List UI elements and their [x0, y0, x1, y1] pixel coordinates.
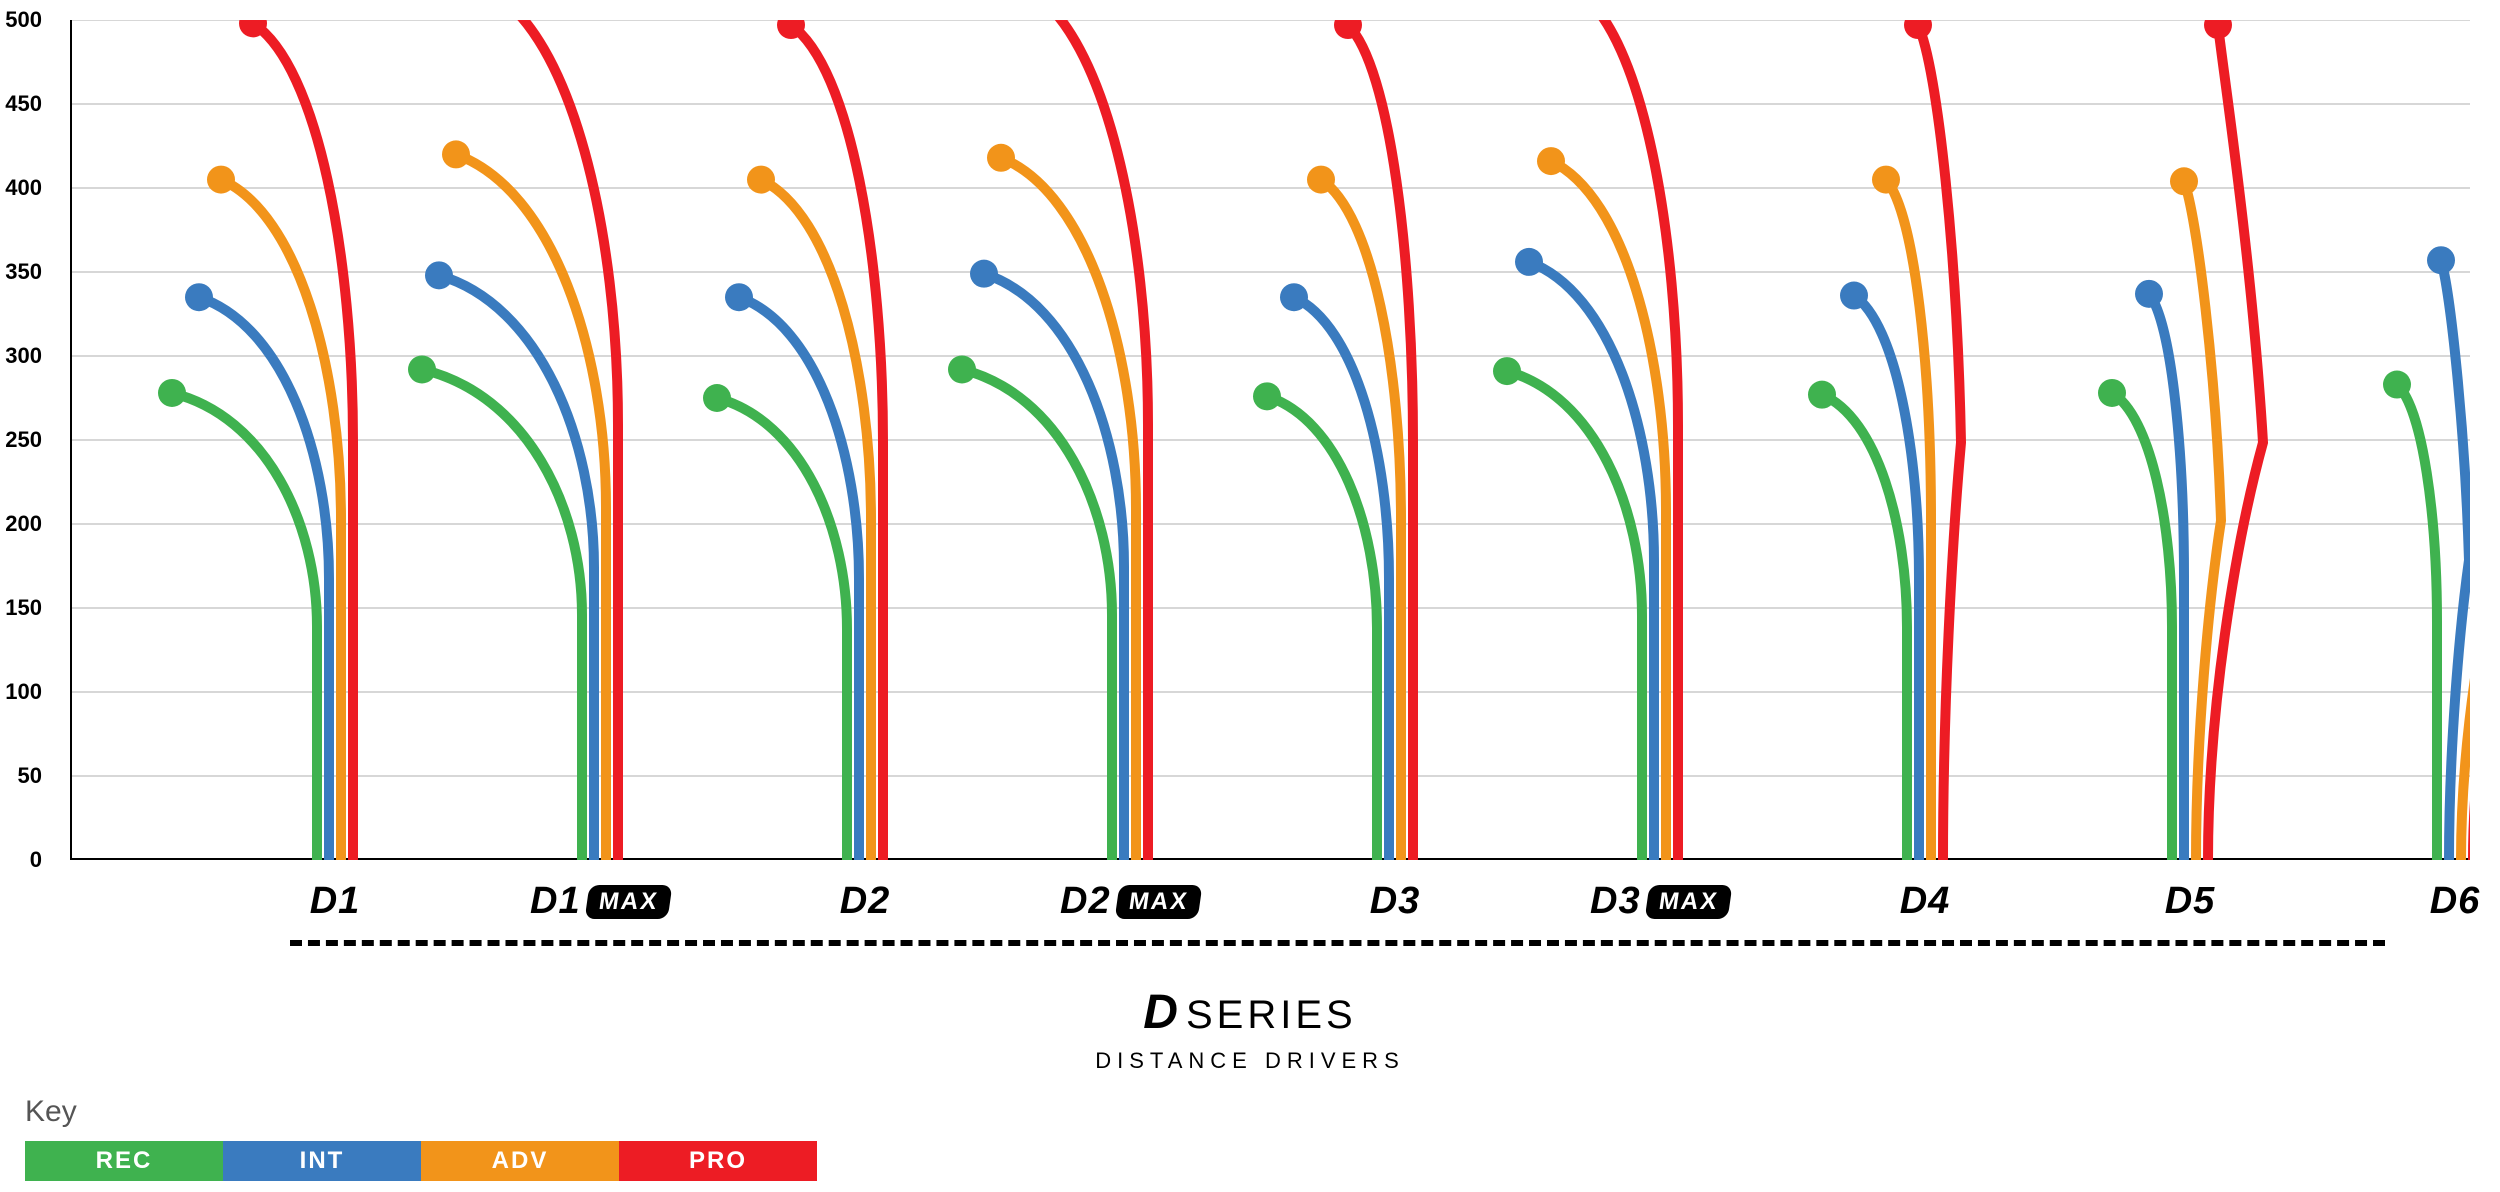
flight-end-marker-D4-REC	[1808, 381, 1836, 409]
flight-path-D3MAX-REC	[1507, 371, 1642, 860]
group-label-text: D1	[310, 880, 361, 923]
flight-end-marker-D3MAX-INT	[1515, 248, 1543, 276]
flight-path-D1MAX-REC	[422, 369, 582, 860]
y-tick-label: 150	[5, 595, 42, 621]
flight-end-marker-D2MAX-INT	[970, 260, 998, 288]
y-tick-label: 400	[5, 175, 42, 201]
legend-seg-REC: REC	[25, 1141, 223, 1181]
max-badge: MAX	[1644, 885, 1732, 919]
series-title-block: DSERIES DISTANCE DRIVERS	[0, 985, 2500, 1074]
y-tick-label: 50	[18, 763, 42, 789]
flight-end-marker-D6-REC	[2383, 371, 2411, 399]
y-tick-label: 450	[5, 91, 42, 117]
flight-end-marker-D1MAX-INT	[425, 261, 453, 289]
flight-end-marker-D1-ADV	[207, 166, 235, 194]
flight-path-D4-REC	[1822, 395, 1907, 860]
legend-seg-INT: INT	[223, 1141, 421, 1181]
legend-row: RECINTADVPRO	[25, 1141, 817, 1181]
flight-end-marker-D4-ADV	[1872, 166, 1900, 194]
flight-path-D1-REC	[172, 393, 317, 860]
group-label-text: D3	[1370, 880, 1421, 923]
group-label-text: D2	[840, 880, 891, 923]
group-label-D2: D2	[840, 880, 891, 923]
group-label-text: D2	[1060, 880, 1111, 923]
legend-block: Key RECINTADVPRO	[25, 1095, 817, 1181]
max-badge: MAX	[1114, 885, 1202, 919]
chart-container: 050100150200250300350400450500 D1D1MAXD2…	[0, 0, 2500, 1192]
legend-seg-ADV: ADV	[421, 1141, 619, 1181]
series-title-prefix: D	[1143, 986, 1180, 1039]
series-subtitle: DISTANCE DRIVERS	[0, 1048, 2500, 1074]
max-badge: MAX	[584, 885, 672, 919]
flight-end-marker-D1MAX-REC	[408, 355, 436, 383]
group-label-D4: D4	[1900, 880, 1951, 923]
flight-path-D2MAX-INT	[984, 274, 1124, 860]
flight-end-marker-D2-ADV	[747, 166, 775, 194]
flight-end-marker-D1-REC	[158, 379, 186, 407]
group-label-D3MAX: D3MAX	[1590, 880, 1730, 923]
flight-end-marker-D4-INT	[1840, 282, 1868, 310]
group-label-text: D5	[2165, 880, 2216, 923]
flight-end-marker-D1MAX-ADV	[442, 140, 470, 168]
group-label-D6: D6	[2430, 880, 2481, 923]
legend-title: Key	[25, 1095, 817, 1129]
y-tick-label: 0	[30, 847, 42, 873]
legend-seg-PRO: PRO	[619, 1141, 817, 1181]
series-title-word: SERIES	[1186, 993, 1357, 1037]
flight-end-marker-D3-REC	[1253, 382, 1281, 410]
group-underline	[290, 940, 2385, 946]
flight-end-marker-D4-PRO	[1904, 20, 1932, 39]
flight-end-marker-D3-ADV	[1307, 166, 1335, 194]
group-label-D1MAX: D1MAX	[530, 880, 670, 923]
y-axis-labels: 050100150200250300350400450500	[0, 20, 60, 860]
series-title: DSERIES	[0, 985, 2500, 1040]
flight-end-marker-D3MAX-ADV	[1537, 147, 1565, 175]
flight-end-marker-D5-REC	[2098, 379, 2126, 407]
flight-end-marker-D3-INT	[1280, 283, 1308, 311]
flight-path-D4-PRO	[1918, 25, 1961, 860]
x-axis-labels: D1D1MAXD2D2MAXD3D3MAXD4D5D6	[70, 880, 2470, 940]
flight-path-D3-REC	[1267, 396, 1377, 860]
flight-end-marker-D2-REC	[703, 384, 731, 412]
group-label-D1: D1	[310, 880, 361, 923]
y-tick-label: 250	[5, 427, 42, 453]
flight-end-marker-D2-INT	[725, 283, 753, 311]
y-tick-label: 350	[5, 259, 42, 285]
y-tick-label: 500	[5, 7, 42, 33]
group-label-text: D4	[1900, 880, 1951, 923]
group-label-D5: D5	[2165, 880, 2216, 923]
flight-path-D1MAX-INT	[439, 275, 594, 860]
y-tick-label: 300	[5, 343, 42, 369]
flight-chart-svg	[70, 20, 2470, 860]
group-label-text: D3	[1590, 880, 1641, 923]
y-tick-label: 100	[5, 679, 42, 705]
group-label-D2MAX: D2MAX	[1060, 880, 1200, 923]
group-label-D3: D3	[1370, 880, 1421, 923]
y-tick-label: 200	[5, 511, 42, 537]
group-label-text: D1	[530, 880, 581, 923]
group-label-text: D6	[2430, 880, 2481, 923]
flight-end-marker-D5-ADV	[2170, 167, 2198, 195]
flight-end-marker-D5-PRO	[2204, 20, 2232, 39]
flight-path-D5-REC	[2112, 393, 2172, 860]
flight-end-marker-D6-INT	[2427, 246, 2455, 274]
flight-end-marker-D2MAX-REC	[948, 355, 976, 383]
flight-end-marker-D3MAX-REC	[1493, 357, 1521, 385]
flight-path-D2MAX-REC	[962, 369, 1112, 860]
flight-end-marker-D1-INT	[185, 283, 213, 311]
flight-end-marker-D5-INT	[2135, 280, 2163, 308]
flight-path-D6-REC	[2397, 385, 2437, 860]
flight-path-D2-REC	[717, 398, 847, 860]
flight-end-marker-D2MAX-ADV	[987, 144, 1015, 172]
